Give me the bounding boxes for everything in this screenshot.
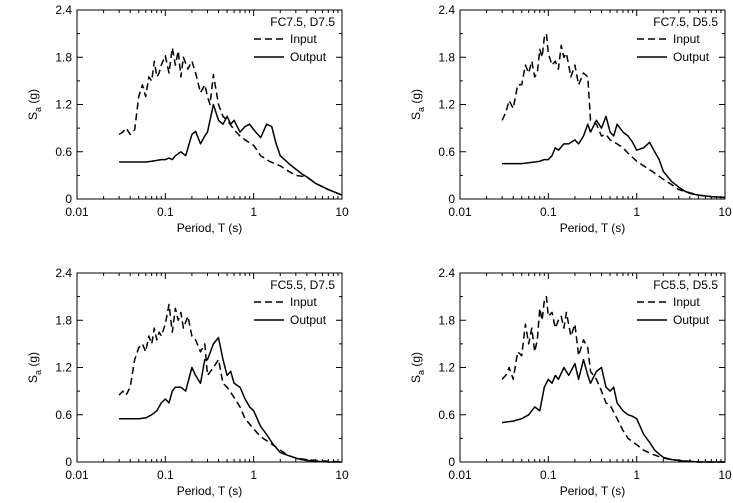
x-tick-label: 1 <box>633 468 640 482</box>
y-axis-label-subscript: a <box>33 107 43 112</box>
y-tick-label: 1.2 <box>55 98 72 112</box>
series-line-output <box>119 336 342 463</box>
x-tick-label: 10 <box>718 468 732 482</box>
x-axis-label: Period, T (s) <box>560 484 626 498</box>
x-tick-label: 0.01 <box>448 468 472 482</box>
series-line-output <box>501 358 725 463</box>
legend-label-input: Input <box>290 295 317 309</box>
x-tick-label: 1 <box>250 205 257 219</box>
y-tick-label: 2.4 <box>55 3 72 17</box>
y-tick-label: 0 <box>448 455 455 469</box>
legend-label-input: Input <box>673 32 700 46</box>
y-axis-label-main: S <box>26 375 40 383</box>
y-tick-label: 2.4 <box>55 266 72 280</box>
series-line-input <box>501 32 726 199</box>
y-tick-label: 0.6 <box>438 408 455 422</box>
y-axis-label-subscript: a <box>416 370 426 375</box>
y-tick-label: 1.2 <box>438 361 455 375</box>
x-tick-label: 0.1 <box>157 468 174 482</box>
legend-label-output: Output <box>673 50 710 64</box>
y-axis-label-main: S <box>409 112 423 120</box>
series-line-input <box>118 47 343 196</box>
x-axis-label: Period, T (s) <box>177 484 243 498</box>
x-tick-label: 0.01 <box>448 205 472 219</box>
y-axis-label-unit: (g) <box>409 352 423 370</box>
legend-label-input: Input <box>673 295 700 309</box>
panel-title: FC7.5, D7.5 <box>270 15 335 29</box>
series-line-input <box>118 303 343 463</box>
x-tick-label: 0.01 <box>65 468 89 482</box>
panel-title: FC5.5, D7.5 <box>270 278 335 292</box>
y-tick-label: 0.6 <box>55 145 72 159</box>
y-tick-label: 0 <box>65 192 72 206</box>
y-axis-label: Sa (g) <box>26 352 43 383</box>
x-tick-label: 10 <box>718 205 732 219</box>
y-tick-label: 1.8 <box>55 50 72 64</box>
x-tick-label: 0.1 <box>157 205 174 219</box>
y-tick-label: 2.4 <box>438 3 455 17</box>
panel-title: FC5.5, D5.5 <box>653 278 718 292</box>
y-axis-label-subscript: a <box>416 107 426 112</box>
y-axis-label-main: S <box>409 375 423 383</box>
x-axis-label: Period, T (s) <box>560 221 626 235</box>
series-line-output <box>119 103 343 196</box>
chart-panel-1: 0.01 0.1 1 10 0 0.6 1.2 1.8 2.4 Period, T (s) Sa (… <box>26 3 349 235</box>
y-axis-label: Sa (g) <box>26 89 43 120</box>
legend-label-input: Input <box>290 32 317 46</box>
y-axis-label: Sa (g) <box>409 89 426 120</box>
y-axis-label-unit: (g) <box>409 89 423 107</box>
panel-title: FC7.5, D5.5 <box>653 15 718 29</box>
y-axis-label-unit: (g) <box>26 89 40 107</box>
x-tick-label: 1 <box>250 468 257 482</box>
legend-label-output: Output <box>290 313 327 327</box>
chart-panel-4: 0.01 0.1 1 10 0 0.6 1.2 1.8 2.4 Period, T (s) Sa (… <box>409 266 732 498</box>
x-tick-label: 0.1 <box>540 468 557 482</box>
x-tick-label: 0.1 <box>540 205 557 219</box>
x-tick-label: 1 <box>633 205 640 219</box>
y-axis-label-unit: (g) <box>26 352 40 370</box>
y-tick-label: 0 <box>65 455 72 469</box>
y-axis-label-main: S <box>26 112 40 120</box>
chart-panel-2: 0.01 0.1 1 10 0 0.6 1.2 1.8 2.4 Period, T (s) Sa (… <box>409 3 732 235</box>
x-tick-label: 10 <box>335 205 349 219</box>
series-line-output <box>502 115 726 199</box>
legend-label-output: Output <box>673 313 710 327</box>
y-tick-label: 0.6 <box>438 145 455 159</box>
y-tick-label: 2.4 <box>438 266 455 280</box>
y-axis-label-subscript: a <box>33 370 43 375</box>
x-axis-label: Period, T (s) <box>177 221 243 235</box>
legend-label-output: Output <box>290 50 327 64</box>
y-tick-label: 0 <box>448 192 455 206</box>
y-tick-label: 1.8 <box>438 313 455 327</box>
y-tick-label: 1.2 <box>55 361 72 375</box>
x-tick-label: 0.01 <box>65 205 89 219</box>
y-tick-label: 1.2 <box>438 98 455 112</box>
y-axis-label: Sa (g) <box>409 352 426 383</box>
y-tick-label: 1.8 <box>55 313 72 327</box>
x-tick-label: 10 <box>335 468 349 482</box>
chart-panel-3: 0.01 0.1 1 10 0 0.6 1.2 1.8 2.4 Period, T (s) Sa (… <box>26 266 349 498</box>
y-tick-label: 0.6 <box>55 408 72 422</box>
y-tick-label: 1.8 <box>438 50 455 64</box>
series-line-input <box>501 295 725 463</box>
